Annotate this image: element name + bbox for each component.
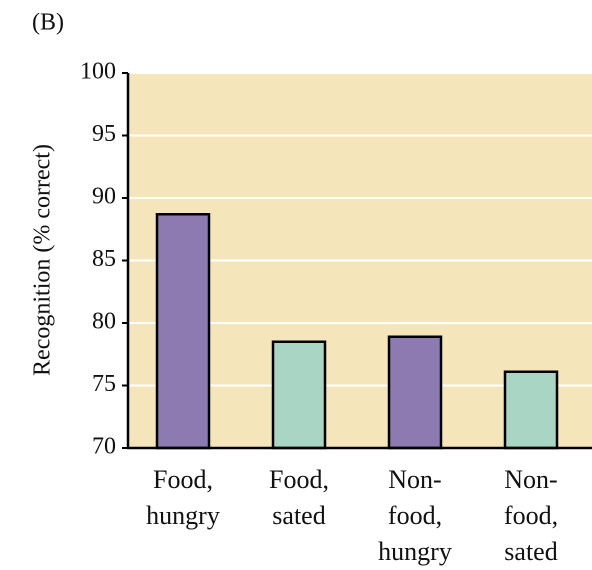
y-tick-label: 80 xyxy=(92,309,116,335)
y-tick-label: 95 xyxy=(92,121,116,147)
y-tick-label: 70 xyxy=(92,434,116,460)
y-tick-label: 85 xyxy=(92,246,116,272)
y-tick-label: 90 xyxy=(92,184,116,210)
x-tick-label: Food, sated xyxy=(269,465,329,530)
y-axis-label: Recognition (% correct) xyxy=(30,144,56,376)
x-tick-label: Non- food, sated xyxy=(503,465,559,566)
y-tick-label: 75 xyxy=(92,371,116,397)
panel-label: (B) xyxy=(32,10,64,36)
bar xyxy=(155,213,211,450)
y-tick-label: 100 xyxy=(80,59,116,85)
bar xyxy=(271,340,327,450)
bar xyxy=(503,370,559,450)
bar xyxy=(387,335,443,450)
x-tick-label: Food, hungry xyxy=(146,465,220,530)
x-tick-label: Non- food, hungry xyxy=(378,465,452,566)
